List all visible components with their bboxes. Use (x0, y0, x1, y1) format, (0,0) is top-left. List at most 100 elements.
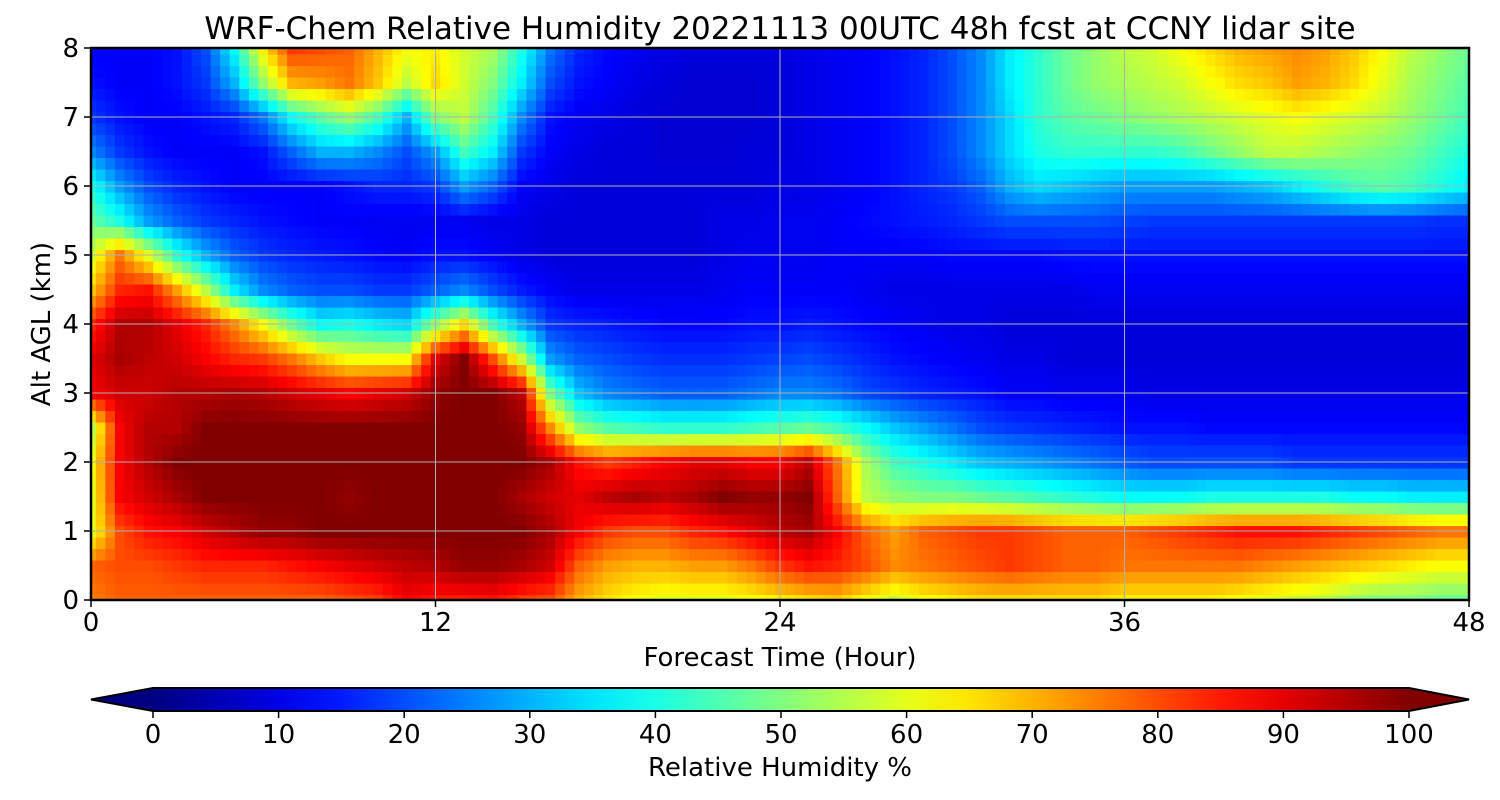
heatmap-cell (1205, 479, 1217, 492)
heatmap-cell (823, 306, 834, 320)
heatmap-cell (1272, 571, 1284, 584)
heatmap-cell (277, 283, 288, 297)
heatmap-cell (1148, 571, 1159, 584)
heatmap-cell (1358, 421, 1370, 435)
heatmap-cell (1205, 272, 1217, 285)
heatmap-cell (1406, 536, 1418, 550)
heatmap-cell (899, 582, 910, 596)
heatmap-cell (258, 467, 269, 481)
heatmap-cell (602, 398, 614, 412)
heatmap-cell (114, 421, 126, 435)
heatmap-cell (1081, 352, 1092, 366)
heatmap-cell (1464, 237, 1469, 251)
heatmap-cell (1272, 559, 1284, 573)
heatmap-cell (1244, 536, 1255, 550)
heatmap-cell (1004, 364, 1016, 377)
heatmap-cell (468, 582, 480, 596)
heatmap-cell (287, 341, 298, 354)
heatmap-cell (1205, 329, 1217, 343)
heatmap-cell (1177, 272, 1188, 285)
heatmap-cell (957, 582, 968, 596)
heatmap-cell (287, 410, 298, 423)
heatmap-cell (727, 364, 738, 377)
heatmap-cell (153, 272, 164, 285)
heatmap-cell (928, 272, 939, 285)
heatmap-cell (114, 490, 126, 504)
heatmap-cell (306, 398, 317, 412)
heatmap-cell (172, 306, 183, 320)
heatmap-cell (1291, 214, 1303, 228)
heatmap-cell (258, 329, 269, 343)
heatmap-cell (373, 433, 384, 446)
heatmap-cell (1033, 306, 1044, 320)
heatmap-cell (794, 272, 805, 285)
heatmap-cell (1282, 260, 1293, 274)
heatmap-cell (134, 513, 145, 527)
heatmap-cell (612, 559, 623, 573)
heatmap-cell (957, 467, 968, 481)
heatmap-cell (909, 226, 920, 239)
heatmap-cell (1224, 214, 1236, 228)
heatmap-cell (1043, 582, 1054, 596)
heatmap-cell (545, 283, 556, 297)
heatmap-cell (181, 582, 193, 596)
heatmap-cell (402, 421, 413, 435)
heatmap-cell (870, 352, 882, 366)
heatmap-cell (1425, 479, 1437, 492)
heatmap-cell (516, 490, 528, 504)
heatmap-cell (1368, 329, 1379, 343)
heatmap-cell (1129, 375, 1140, 389)
heatmap-cell (861, 272, 872, 285)
heatmap-cell (1425, 214, 1437, 228)
heatmap-cell (220, 502, 231, 515)
heatmap-cell (985, 364, 997, 377)
heatmap-cell (803, 283, 815, 297)
heatmap-cell (373, 594, 384, 600)
heatmap-cell (287, 433, 298, 446)
heatmap-cell (650, 329, 662, 343)
heatmap-cell (669, 548, 681, 561)
heatmap-cell (995, 214, 1006, 228)
heatmap-cell (1263, 559, 1274, 573)
heatmap-cell (258, 479, 269, 492)
heatmap-cell (1196, 490, 1207, 504)
heatmap-cell (698, 283, 710, 297)
heatmap-cell (650, 502, 662, 515)
heatmap-cell (909, 548, 920, 561)
heatmap-cell (229, 536, 241, 550)
heatmap-cell (1186, 226, 1198, 239)
heatmap-cell (535, 467, 547, 481)
heatmap-cell (1043, 513, 1054, 527)
heatmap-cell (650, 433, 662, 446)
heatmap-cell (1387, 295, 1399, 308)
heatmap-cell (363, 410, 375, 423)
heatmap-cell (1291, 260, 1303, 274)
heatmap-cell (1100, 433, 1111, 446)
heatmap-cell (162, 352, 174, 366)
heatmap-cell (392, 513, 403, 527)
heatmap-cell (488, 559, 499, 573)
heatmap-cell (842, 582, 853, 596)
heatmap-cell (124, 329, 135, 343)
heatmap-cell (105, 295, 116, 308)
heatmap-cell (909, 490, 920, 504)
heatmap-cell (1368, 375, 1379, 389)
heatmap-cell (602, 490, 614, 504)
heatmap-cell (239, 571, 250, 584)
heatmap-cell (1349, 467, 1360, 481)
heatmap-cell (468, 421, 480, 435)
heatmap-cell (488, 272, 499, 285)
heatmap-cell (1129, 226, 1140, 239)
heatmap-cell (306, 467, 317, 481)
heatmap-cell (890, 364, 901, 377)
heatmap-cell (966, 341, 977, 354)
heatmap-cell (756, 410, 767, 423)
heatmap-cell (258, 513, 269, 527)
heatmap-cell (526, 467, 537, 481)
heatmap-cell (91, 306, 97, 320)
heatmap-cell (631, 421, 643, 435)
heatmap-cell (823, 502, 834, 515)
heatmap-cell (363, 226, 375, 239)
heatmap-cell (1435, 352, 1446, 366)
heatmap-cell (1024, 214, 1035, 228)
